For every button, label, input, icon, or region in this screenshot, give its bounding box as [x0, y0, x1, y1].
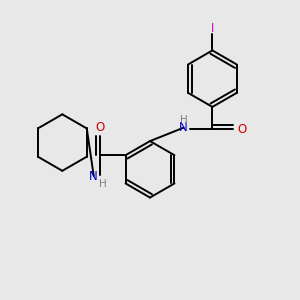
Text: N: N: [89, 169, 98, 182]
Text: H: H: [99, 179, 107, 189]
Text: N: N: [179, 121, 188, 134]
Text: I: I: [211, 22, 214, 34]
Text: O: O: [237, 123, 246, 136]
Text: H: H: [180, 115, 188, 125]
Text: O: O: [96, 121, 105, 134]
